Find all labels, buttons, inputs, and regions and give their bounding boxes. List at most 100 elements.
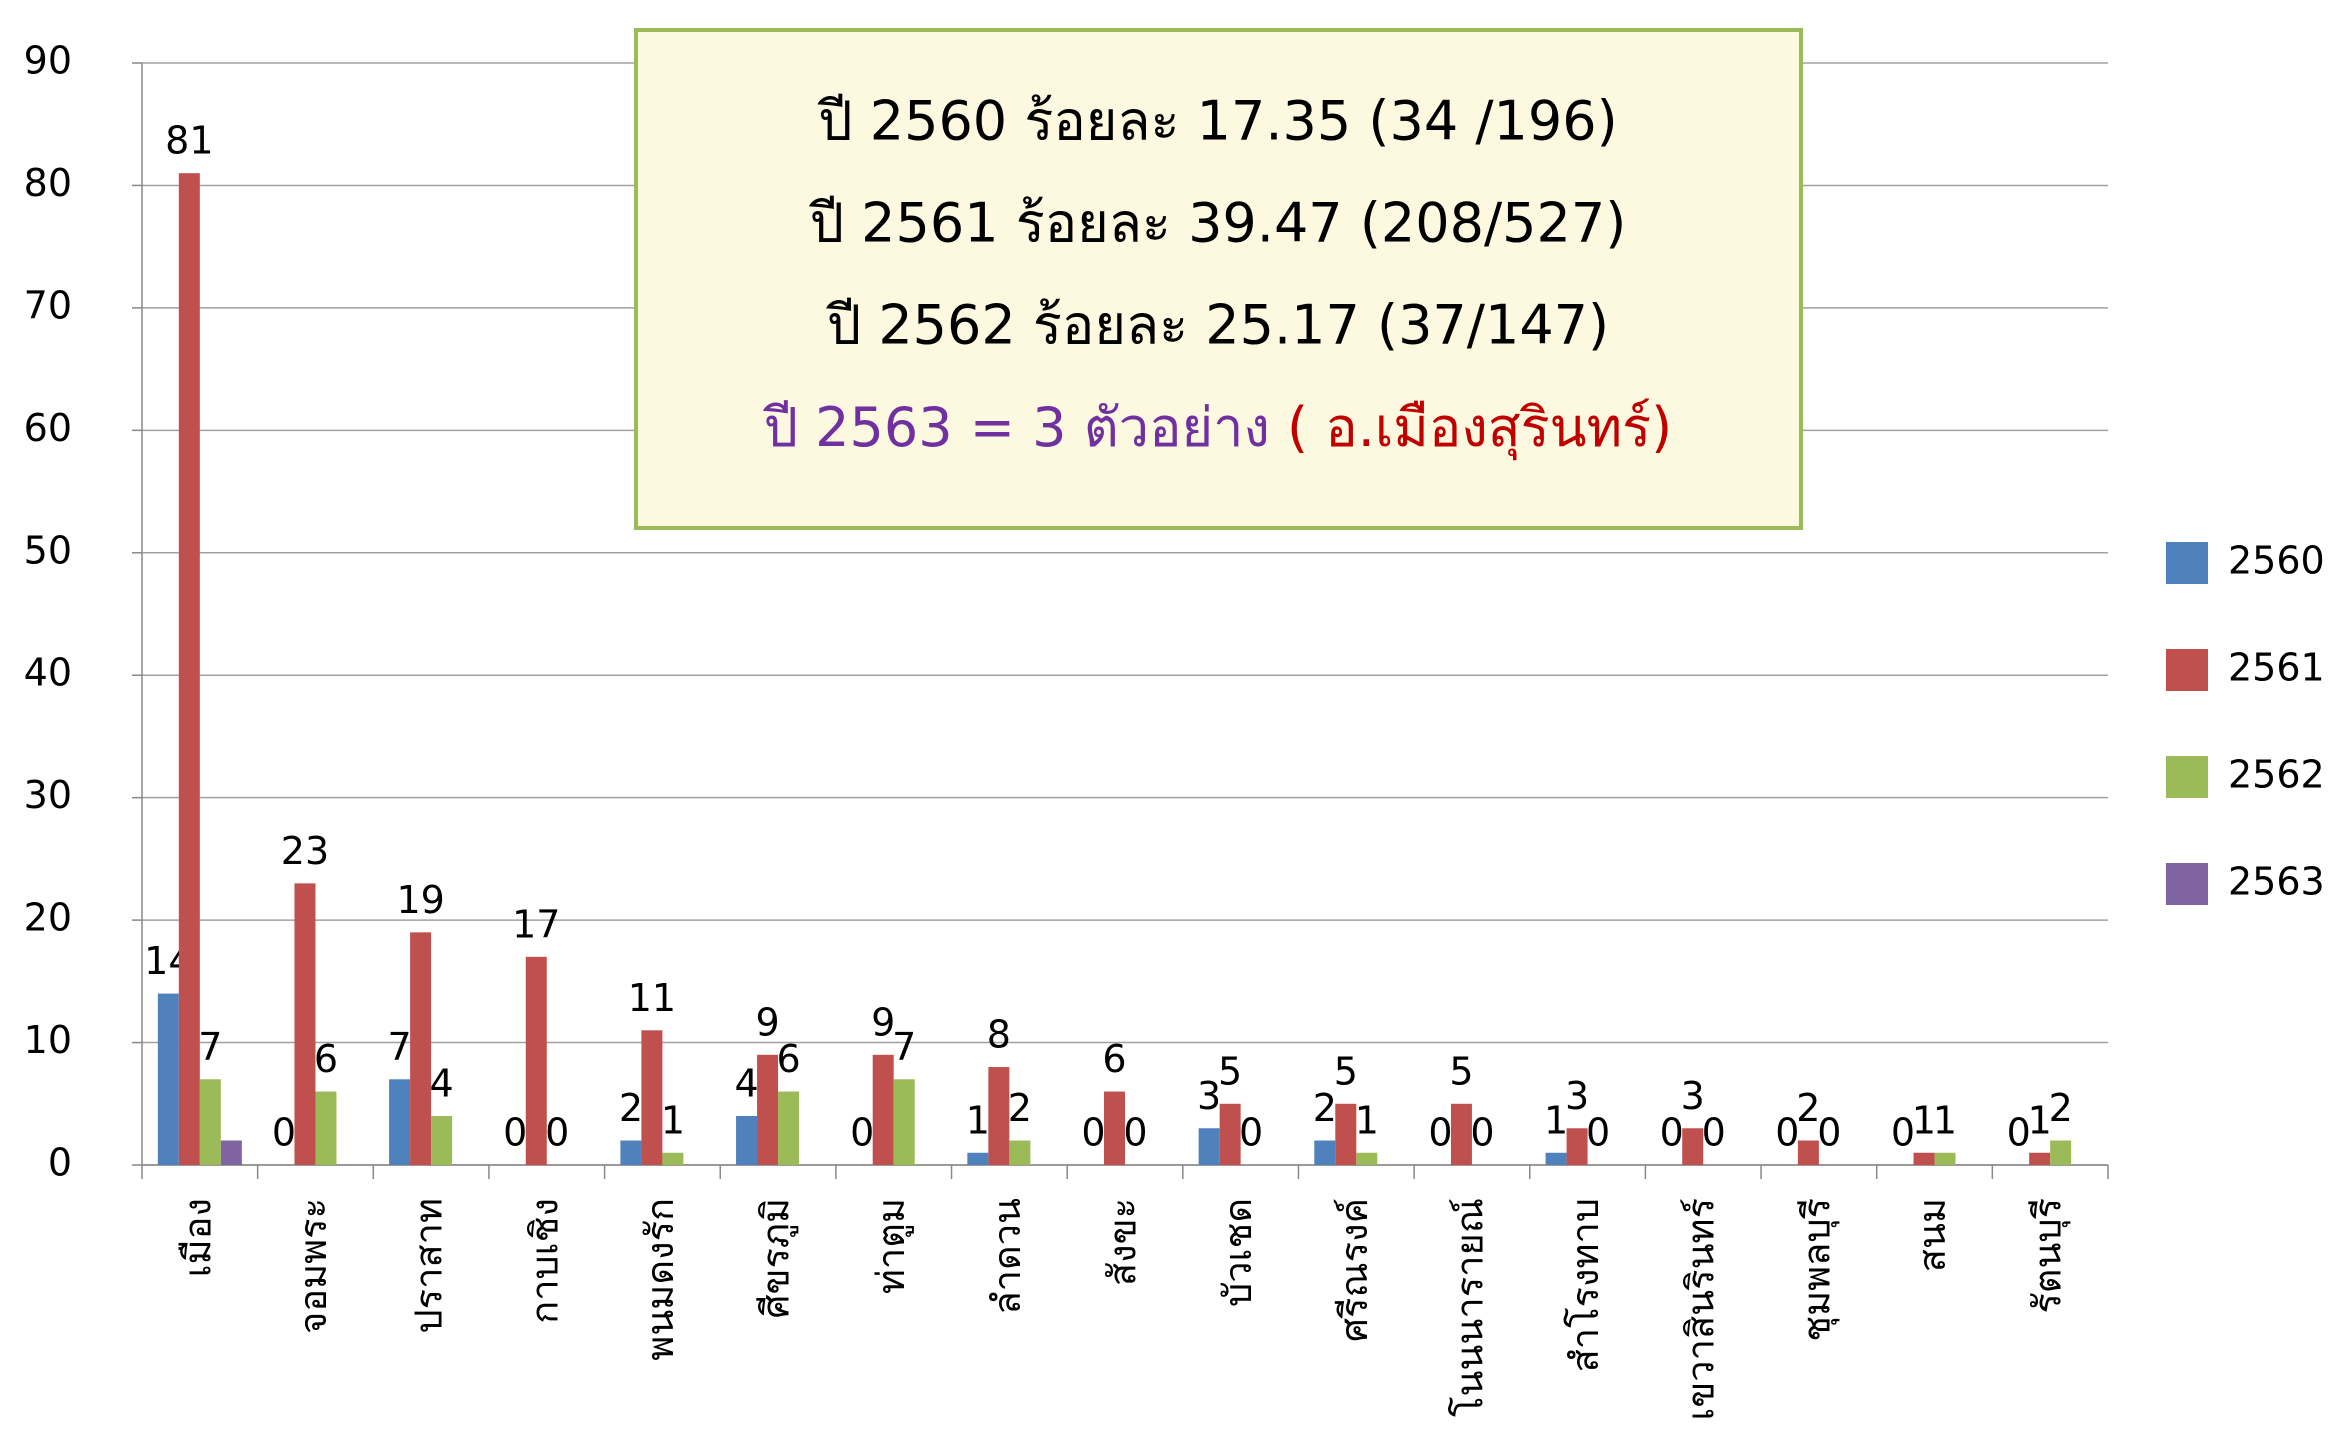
- data-label: 19: [396, 878, 444, 922]
- y-tick-label: 40: [24, 651, 72, 695]
- data-label: 0: [1817, 1111, 1841, 1155]
- bar: [1335, 1103, 1357, 1165]
- data-label: 0: [1470, 1111, 1494, 1155]
- data-label: 3: [1565, 1074, 1589, 1118]
- annotation-line: ปี 2563 = 3 ตัวอย่าง ( อ.เมืองสุรินทร์): [763, 396, 1673, 461]
- x-tick-label: โนนนารายณ์: [1447, 1198, 1491, 1417]
- data-label: 0: [2007, 1111, 2031, 1155]
- y-tick-label: 20: [24, 896, 72, 940]
- bar: [662, 1152, 684, 1165]
- annotation-line: ปี 2562 ร้อยละ 25.17 (37/147): [826, 294, 1609, 357]
- y-tick-label: 10: [24, 1018, 72, 1062]
- y-tick-label: 0: [48, 1141, 72, 1185]
- legend-swatch: [2166, 863, 2208, 905]
- x-tick-label: สนม: [1910, 1198, 1954, 1272]
- data-label: 5: [1449, 1049, 1473, 1093]
- x-tick-label: เขวาสินรินทร์: [1679, 1198, 1723, 1421]
- bar: [778, 1091, 800, 1165]
- data-label: 1: [2028, 1098, 2052, 1142]
- data-label: 7: [198, 1025, 222, 1069]
- bar: [1934, 1152, 1956, 1165]
- bar: [1450, 1103, 1472, 1165]
- bar: [967, 1152, 989, 1165]
- data-label: 3: [1197, 1074, 1221, 1118]
- x-tick-label: ลำดวน: [985, 1198, 1029, 1315]
- x-tick-label: ศีขรภูมิ: [754, 1198, 799, 1319]
- bar: [1545, 1152, 1567, 1165]
- data-label: 0: [850, 1111, 874, 1155]
- x-tick-label: ชุมพลบุรี: [1794, 1198, 1839, 1342]
- data-label: 2: [2049, 1086, 2073, 1130]
- y-tick-label: 80: [24, 161, 72, 205]
- data-label: 8: [987, 1013, 1011, 1057]
- y-tick-label: 90: [24, 39, 72, 83]
- data-label: 0: [1239, 1111, 1263, 1155]
- data-label: 0: [1775, 1111, 1799, 1155]
- x-tick-label: กาบเชิง: [522, 1198, 566, 1324]
- bar: [220, 1140, 242, 1165]
- data-label: 1: [661, 1098, 685, 1142]
- bar: [389, 1079, 411, 1165]
- x-tick-label: บัวเชด: [1216, 1198, 1260, 1307]
- bar: [1356, 1152, 1378, 1165]
- data-label: 1: [1912, 1098, 1936, 1142]
- legend-swatch: [2166, 649, 2208, 691]
- data-label: 5: [1334, 1049, 1358, 1093]
- bar: [2050, 1140, 2072, 1165]
- bar: [294, 883, 316, 1165]
- data-label: 81: [165, 119, 213, 163]
- data-label: 4: [430, 1062, 454, 1106]
- y-tick-label: 30: [24, 773, 72, 817]
- bar: [736, 1116, 758, 1165]
- legend-swatch: [2166, 756, 2208, 798]
- data-label: 1: [1355, 1098, 1379, 1142]
- bar: [431, 1116, 453, 1165]
- data-label: 2: [619, 1086, 643, 1130]
- data-label: 0: [1428, 1111, 1452, 1155]
- data-label: 9: [871, 1000, 895, 1044]
- bar: [178, 173, 200, 1165]
- x-tick-label: พนมดงรัก: [638, 1198, 682, 1361]
- data-label: 1: [1933, 1098, 1957, 1142]
- data-label: 0: [1891, 1111, 1915, 1155]
- bar: [893, 1079, 915, 1165]
- data-label: 9: [755, 1000, 779, 1044]
- bar: [1566, 1128, 1588, 1165]
- annotation-part: ( อ.เมืองสุรินทร์): [1270, 396, 1672, 461]
- bar: [199, 1079, 221, 1165]
- bar: [757, 1054, 779, 1165]
- bar: [1913, 1152, 1935, 1165]
- x-tick-label: สำโรงทาบ: [1563, 1198, 1607, 1372]
- data-label: 5: [1218, 1049, 1242, 1093]
- x-tick-label: ท่าตูม: [869, 1198, 914, 1294]
- bar: [525, 956, 547, 1165]
- bar: [1682, 1128, 1704, 1165]
- bar: [872, 1054, 894, 1165]
- y-tick-label: 70: [24, 283, 72, 327]
- annotation-box: ปี 2560 ร้อยละ 17.35 (34 /196) ปี 2561 ร้…: [634, 28, 1803, 530]
- x-tick-label: ปราสาท: [407, 1198, 451, 1333]
- annotation-frame: [634, 28, 1803, 530]
- data-label: 0: [1123, 1111, 1147, 1155]
- data-label: 1: [1544, 1098, 1568, 1142]
- legend-swatch: [2166, 542, 2208, 584]
- data-label: 11: [628, 976, 676, 1020]
- legend-label: 2561: [2228, 646, 2325, 690]
- data-label: 2: [1796, 1086, 1820, 1130]
- data-label: 23: [281, 829, 329, 873]
- data-label: 7: [892, 1025, 916, 1069]
- bar: [2029, 1152, 2051, 1165]
- y-tick-label: 50: [24, 528, 72, 572]
- annotation-line: ปี 2560 ร้อยละ 17.35 (34 /196): [817, 90, 1617, 153]
- bar: [1104, 1091, 1125, 1165]
- legend-label: 2562: [2228, 753, 2325, 797]
- data-label: 4: [734, 1062, 758, 1106]
- x-tick-label: ศรีณรงค์: [1332, 1198, 1376, 1342]
- data-label: 0: [1586, 1111, 1610, 1155]
- annotation-line: ปี 2561 ร้อยละ 39.47 (208/527): [809, 192, 1627, 255]
- bar: [1009, 1140, 1031, 1165]
- bar: [315, 1091, 337, 1165]
- bar: [988, 1067, 1010, 1165]
